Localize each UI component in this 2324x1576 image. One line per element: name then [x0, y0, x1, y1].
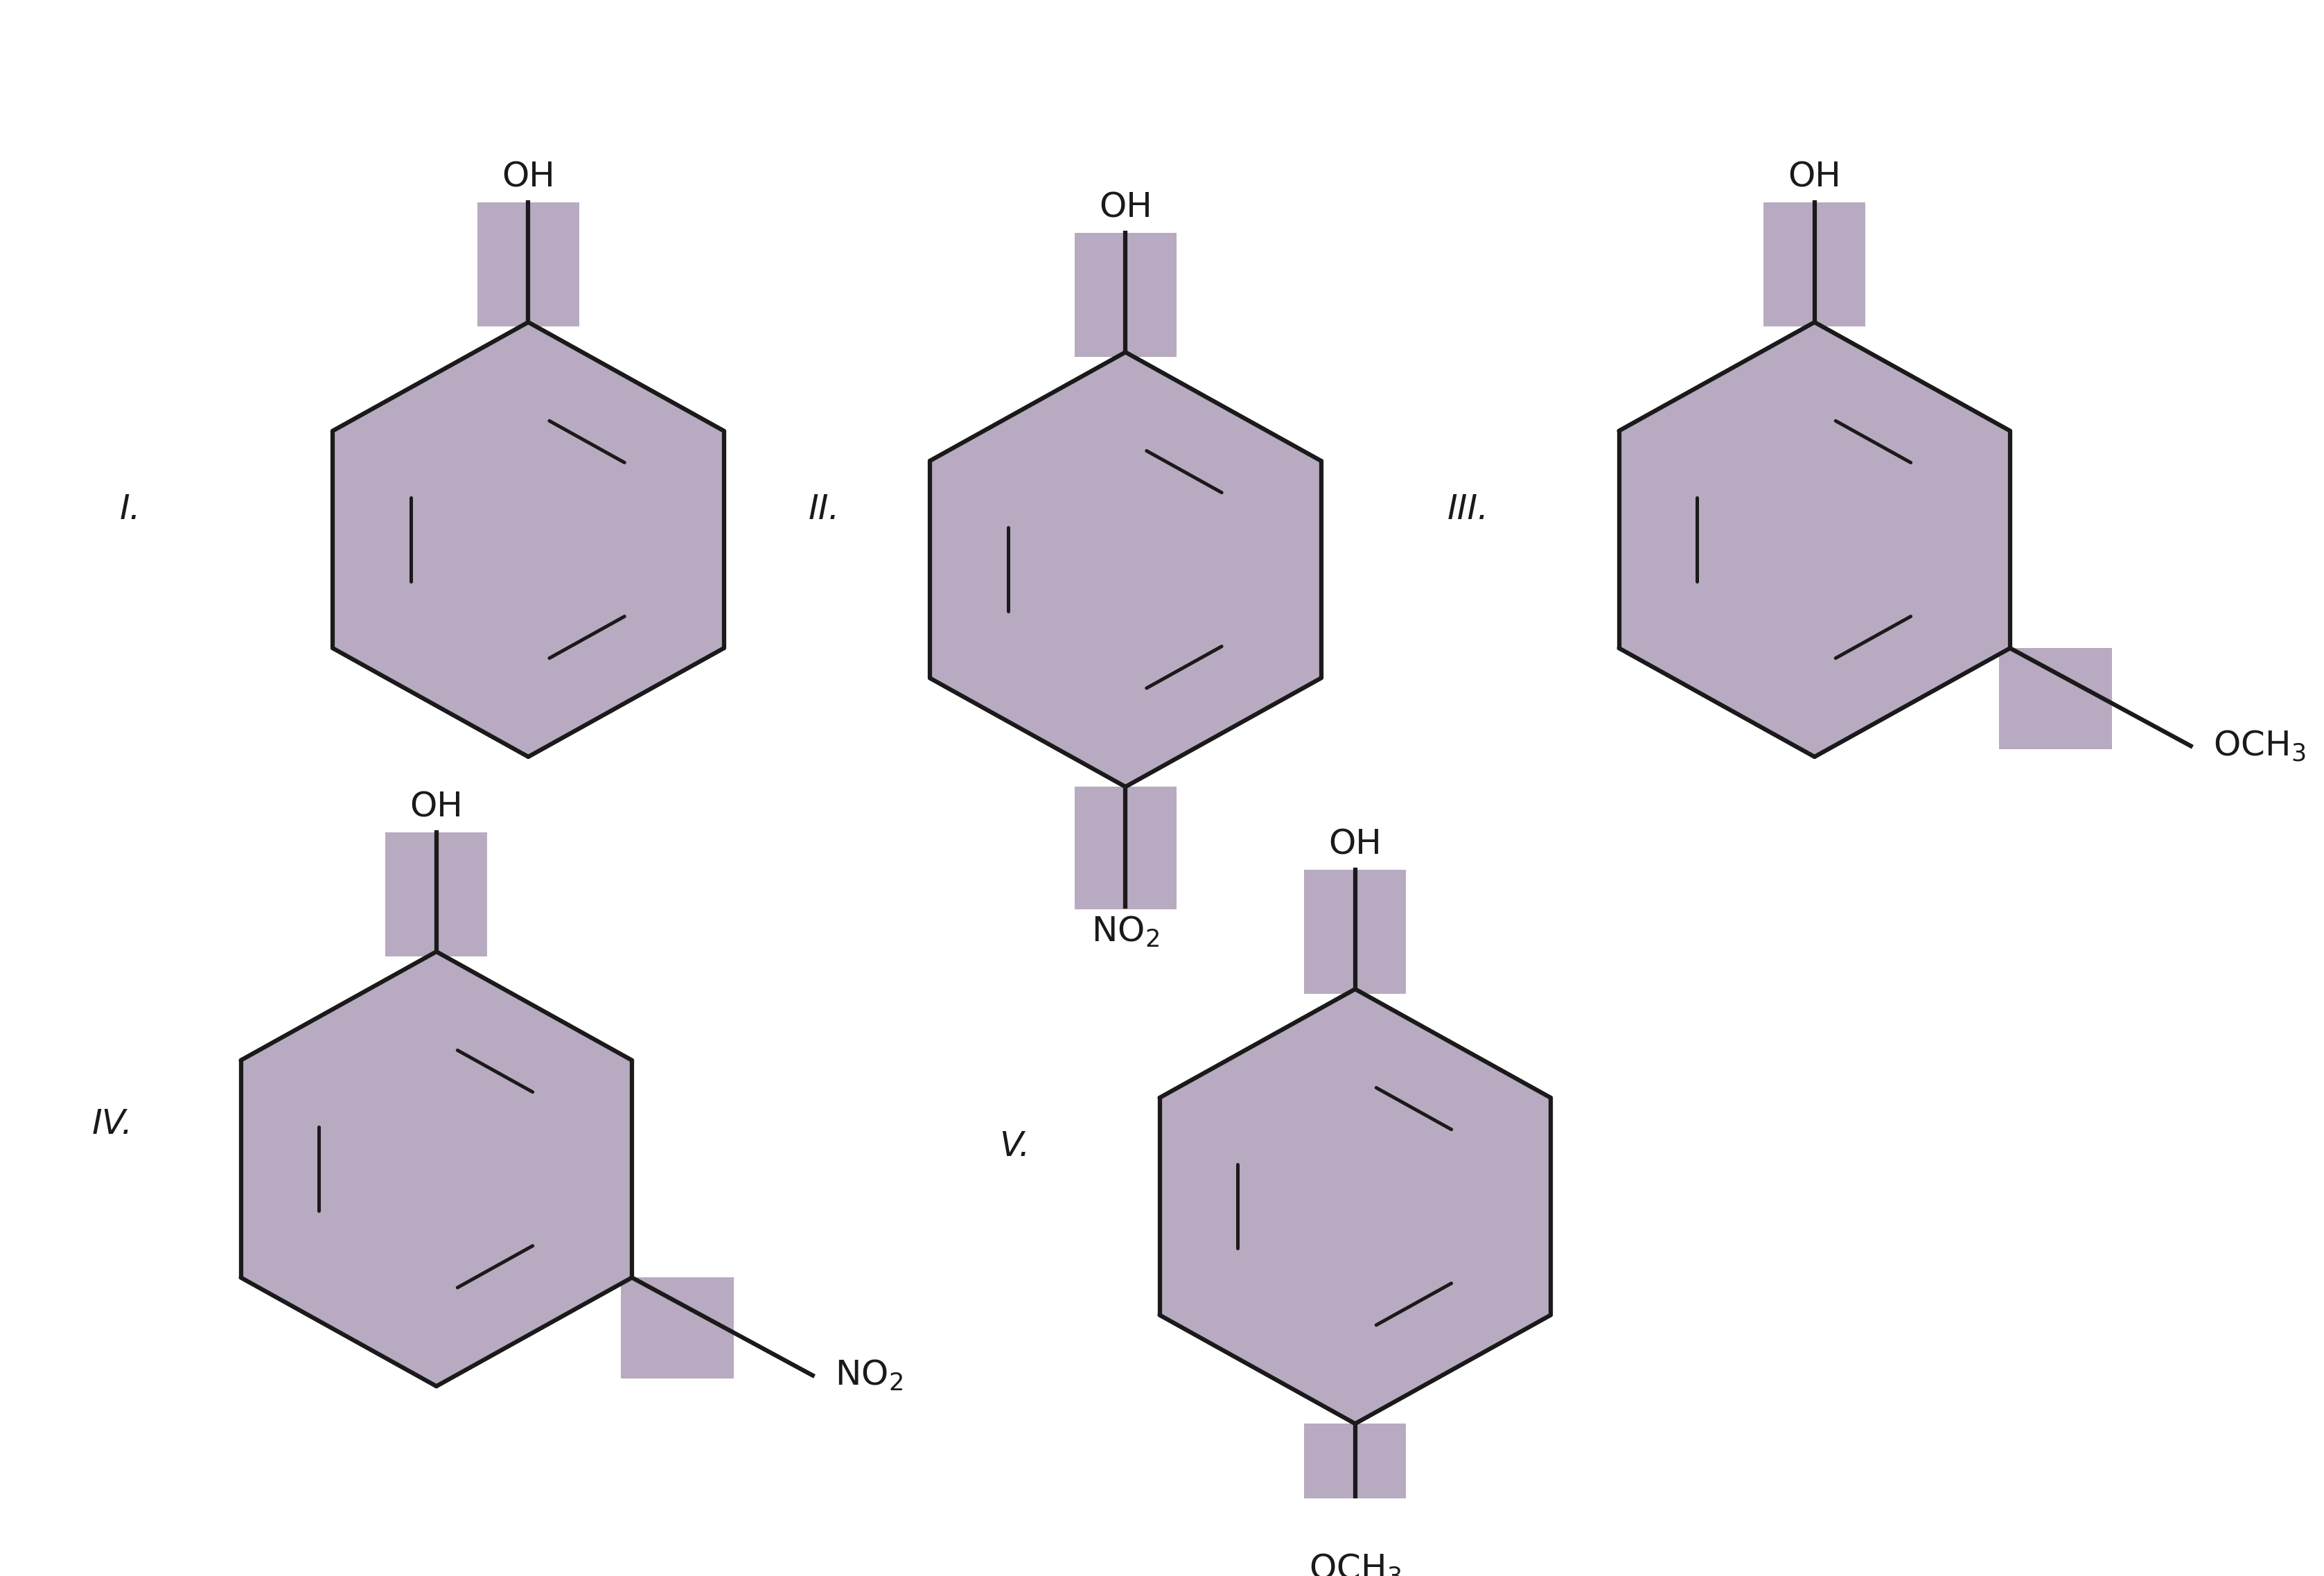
Text: OH: OH: [502, 161, 555, 194]
Text: OCH$_3$: OCH$_3$: [1308, 1552, 1401, 1576]
FancyBboxPatch shape: [1074, 233, 1176, 356]
Text: V.: V.: [999, 1130, 1030, 1163]
Polygon shape: [242, 952, 632, 1387]
Polygon shape: [1620, 322, 2010, 756]
FancyBboxPatch shape: [1304, 1423, 1406, 1546]
Text: OH: OH: [1329, 827, 1383, 860]
Text: OCH$_3$: OCH$_3$: [2212, 728, 2305, 763]
FancyBboxPatch shape: [1999, 648, 2113, 749]
Text: II.: II.: [809, 493, 839, 526]
Text: OH: OH: [409, 790, 462, 823]
FancyBboxPatch shape: [476, 203, 579, 326]
Text: NO$_2$: NO$_2$: [834, 1359, 904, 1392]
Polygon shape: [930, 351, 1320, 786]
FancyBboxPatch shape: [621, 1278, 734, 1379]
Polygon shape: [1160, 990, 1550, 1423]
Text: OH: OH: [1787, 161, 1841, 194]
Text: I.: I.: [119, 493, 142, 526]
FancyBboxPatch shape: [1074, 786, 1176, 909]
FancyBboxPatch shape: [386, 832, 488, 957]
FancyBboxPatch shape: [1764, 203, 1866, 326]
Text: IV.: IV.: [93, 1108, 132, 1141]
FancyBboxPatch shape: [1304, 870, 1406, 993]
Text: NO$_2$: NO$_2$: [1092, 916, 1160, 949]
Text: OH: OH: [1099, 191, 1153, 224]
Polygon shape: [332, 322, 723, 756]
Text: III.: III.: [1448, 493, 1490, 526]
